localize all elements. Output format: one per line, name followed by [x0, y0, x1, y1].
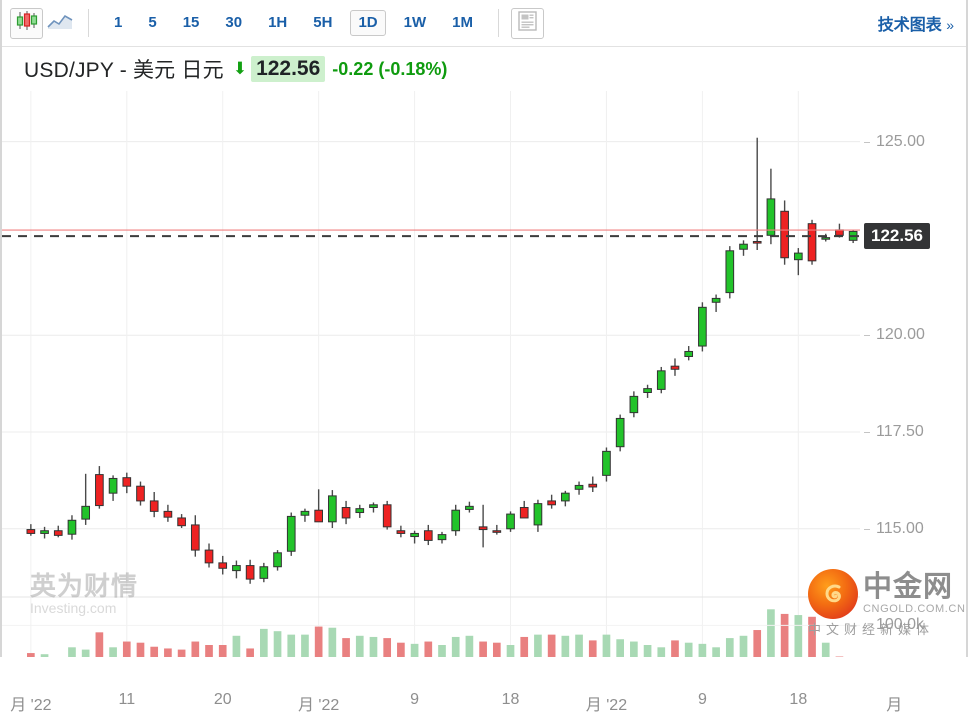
price-direction-arrow-icon: ⬇: [233, 59, 247, 79]
timeframe-1m[interactable]: 1M: [444, 10, 481, 36]
price-axis-label: 120.00: [876, 326, 925, 344]
chart-plot[interactable]: [2, 91, 860, 657]
date-axis-label: 9: [698, 691, 707, 709]
date-axis-label: 9: [410, 691, 419, 709]
price-axis-tick: [864, 529, 870, 530]
logo-text-block: 中金网 CNGOLD.COM.CN: [863, 572, 966, 616]
candlestick-svg: [2, 91, 860, 657]
chart-widget: 1 5 15 30 1H 5H 1D 1W 1M: [0, 0, 968, 657]
logo-url: CNGOLD.COM.CN: [863, 602, 966, 616]
chart-type-area-button[interactable]: [43, 8, 76, 39]
volume-axis-label: 100.0k: [876, 616, 924, 634]
candlestick-icon: [16, 10, 38, 36]
date-axis-label: 11: [118, 691, 135, 709]
last-price: 122.56: [251, 56, 325, 82]
cngold-mark-icon: [808, 569, 858, 619]
news-layout-button[interactable]: [511, 8, 544, 39]
date-axis-label: 18: [789, 691, 807, 709]
date-axis-label: 20: [214, 691, 232, 709]
timeframe-1h[interactable]: 1H: [260, 10, 295, 36]
price-axis-tick: [864, 335, 870, 336]
timeframe-5h[interactable]: 5H: [305, 10, 340, 36]
timeframe-1w[interactable]: 1W: [396, 10, 435, 36]
logo-name: 中金网: [863, 572, 966, 602]
toolbar-divider-2: [498, 9, 499, 37]
quote-header: USD/JPY - 美元 日元 ⬇ 122.56 -0.22 (-0.18%): [2, 47, 966, 91]
timeframe-5[interactable]: 5: [140, 10, 164, 36]
price-change: -0.22 (-0.18%): [332, 59, 447, 80]
chart-toolbar: 1 5 15 30 1H 5H 1D 1W 1M: [2, 0, 966, 47]
date-axis-label: 月: [886, 691, 902, 715]
chart-container[interactable]: 英为财情 Investing.com 中金网 CNGOLD.COM.CN 中文财…: [2, 91, 968, 657]
timeframe-15[interactable]: 15: [175, 10, 208, 36]
technical-charts-link[interactable]: 技术图表 »: [878, 11, 956, 35]
toolbar-divider-1: [88, 9, 89, 37]
chart-type-candlestick-button[interactable]: [10, 8, 43, 39]
date-axis-label: 月 '22: [586, 691, 627, 715]
price-axis-label: 125.00: [876, 133, 925, 151]
timeframe-1[interactable]: 1: [106, 10, 130, 36]
cngold-logo: 中金网 CNGOLD.COM.CN 中文财经新媒体: [808, 569, 964, 653]
price-axis-tick: [864, 142, 870, 143]
date-axis-label: 18: [502, 691, 520, 709]
area-chart-icon: [47, 12, 73, 35]
technical-charts-label: 技术图表: [878, 17, 942, 34]
current-price-badge: 122.56: [864, 223, 930, 249]
instrument-name: USD/JPY - 美元 日元: [24, 54, 224, 84]
news-layout-icon: [518, 11, 537, 36]
price-axis-tick: [864, 432, 870, 433]
logo-main-row: 中金网 CNGOLD.COM.CN: [808, 569, 964, 619]
timeframe-1d[interactable]: 1D: [350, 10, 385, 36]
date-axis-label: 月 '22: [298, 691, 339, 715]
price-axis-label: 115.00: [876, 520, 924, 538]
price-axis-label: 117.50: [876, 423, 924, 441]
date-axis-label: 月 '22: [10, 691, 51, 715]
chevron-right-icon: »: [946, 17, 954, 33]
timeframe-30[interactable]: 30: [217, 10, 250, 36]
